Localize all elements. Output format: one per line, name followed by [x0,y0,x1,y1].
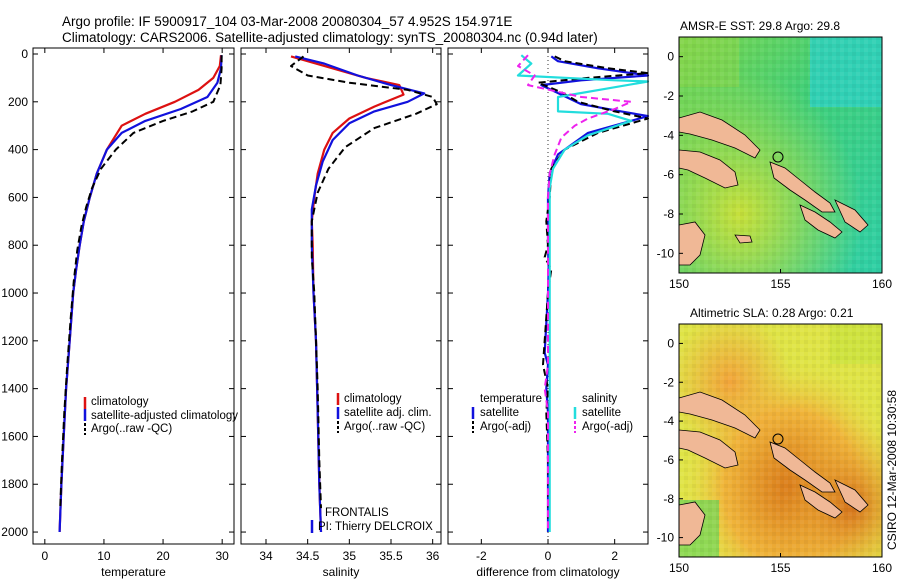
sst-coastline [679,111,869,266]
y-tick-label: 1800 [1,477,28,491]
x-tick-label: 36 [426,549,440,563]
map-y-tick-label: -2 [663,375,674,389]
salinity-legend: climatology satellite adj. clim. Argo(..… [310,393,433,533]
y-tick-label: 600 [8,190,28,204]
y-tick-label: 1000 [1,286,28,300]
float-position-marker [772,151,784,163]
map-y-tick-label: 0 [667,50,674,64]
map-x-tick-label: 150 [669,277,689,291]
map-y-tick-label: -4 [663,128,674,142]
series-line-temperature-argo-adj- [537,55,649,521]
x-tick-label: 0 [545,549,552,563]
legend-head-temperature: temperature [480,393,542,405]
x-axis-label: temperature [101,565,166,579]
figure-title-line1: Argo profile: IF 5900917_104 03-Mar-2008… [62,14,512,29]
series-line-temperature-satellite [540,55,650,532]
x-tick-label: 0 [41,549,48,563]
temperature-legend: climatology satellite-adjusted climatolo… [83,396,238,435]
legend-label: satellite-adjusted climatology [91,410,238,422]
legend-label: climatology [344,393,402,405]
y-tick-label: 1200 [1,334,28,348]
legend-label: Argo(..raw -QC) [91,423,172,435]
y-tick-label: 1400 [1,382,28,396]
difference-panel: -2 0 2 difference from climatology [447,47,650,579]
map-y-tick-label: -10 [657,246,675,260]
temperature-panel: 0 10 20 30 temperature 0 200 400 600 800 1000 1200 1… [1,47,235,579]
x-tick-label: 2 [611,549,618,563]
map-y-tick-label: -8 [663,207,674,221]
csiro-timestamp: CSIRO 12-Mar-2008 10:30:58 [885,390,899,550]
map-y-tick-label: -2 [663,89,674,103]
sla-map-title: Altimetric SLA: 0.28 Argo: 0.21 [690,306,854,320]
sla-map-panel: Altimetric SLA: 0.28 Argo: 0.21 150 155 16… [657,306,893,575]
map-x-tick-label: 150 [669,561,689,575]
series-line-argo-raw-qc- [59,55,223,509]
map-x-tick-label: 160 [872,277,892,291]
x-tick-label: 34.5 [296,549,320,563]
series-line-argo-raw-qc- [290,55,438,509]
series-line-climatology [58,55,223,533]
salinity-panel: 34 34.5 35 35.5 36 salinity [240,47,442,579]
y-tick-label: 0 [21,47,28,61]
map-y-tick-label: -6 [663,168,674,182]
sst-map-title: AMSR-E SST: 29.8 Argo: 29.8 [680,19,840,33]
sst-map-ticks: 150 155 160 0 -2 -4 -6 -8 -10 [657,50,893,291]
series-line-salinity-argo-adj- [517,54,633,532]
sla-map-ticks: 150 155 160 0 -2 -4 -6 -8 -10 [657,336,893,575]
float-position-marker [772,433,784,445]
legend-label: satellite [480,407,519,419]
series-line-satellite-adj-clim- [294,55,426,533]
y-tick-label: 800 [8,238,28,252]
map-x-tick-label: 155 [770,561,790,575]
series-line-climatology [290,55,405,533]
map-y-tick-label: 0 [667,336,674,350]
legend-head-salinity: salinity [582,393,617,405]
x-tick-label: 35.5 [379,549,403,563]
series-line-satellite-adjusted-climatology [58,55,223,533]
map-y-tick-label: -10 [657,531,675,545]
x-tick-label: 30 [215,549,229,563]
y-tick-label: 2000 [1,525,28,539]
map-y-tick-label: -8 [663,492,674,506]
x-tick-label: 10 [97,549,111,563]
sla-coastline [679,391,869,546]
y-tick-label: 1600 [1,429,28,443]
x-tick-label: -2 [476,549,487,563]
panel-frame [32,47,235,545]
legend-label: Argo(-adj) [480,421,531,433]
figure-title-line2: Climatology: CARS2006. Satellite-adjuste… [62,30,598,45]
sst-map-field [679,37,882,273]
x-axis-label: salinity [323,565,360,579]
y-tick-label: 200 [8,95,28,109]
y-tick-label: 400 [8,143,28,157]
map-y-tick-label: -6 [663,453,674,467]
map-y-tick-label: -4 [663,414,674,428]
difference-legend: temperature salinity satellite Argo(-adj… [471,393,633,433]
x-tick-label: 35 [343,549,357,563]
pi-label: PI: Thierry DELCROIX [318,521,433,533]
legend-label: Argo(-adj) [582,421,633,433]
x-axis-label: difference from climatology [476,565,619,579]
series-line-salinity-satellite [516,54,650,532]
legend-label: climatology [91,396,149,408]
legend-label: Argo(..raw -QC) [344,421,425,433]
frontalis-label: FRONTALIS [325,507,389,519]
panel-frame [240,47,442,545]
legend-label: satellite [582,407,621,419]
sla-map-field [679,324,882,557]
x-tick-label: 20 [156,549,170,563]
x-tick-label: 34 [259,549,273,563]
sst-map-panel: AMSR-E SST: 29.8 Argo: 29.8 150 155 160 0 -2… [657,19,893,291]
map-x-tick-label: 160 [872,561,892,575]
legend-label: satellite adj. clim. [344,407,432,419]
map-x-tick-label: 155 [770,277,790,291]
